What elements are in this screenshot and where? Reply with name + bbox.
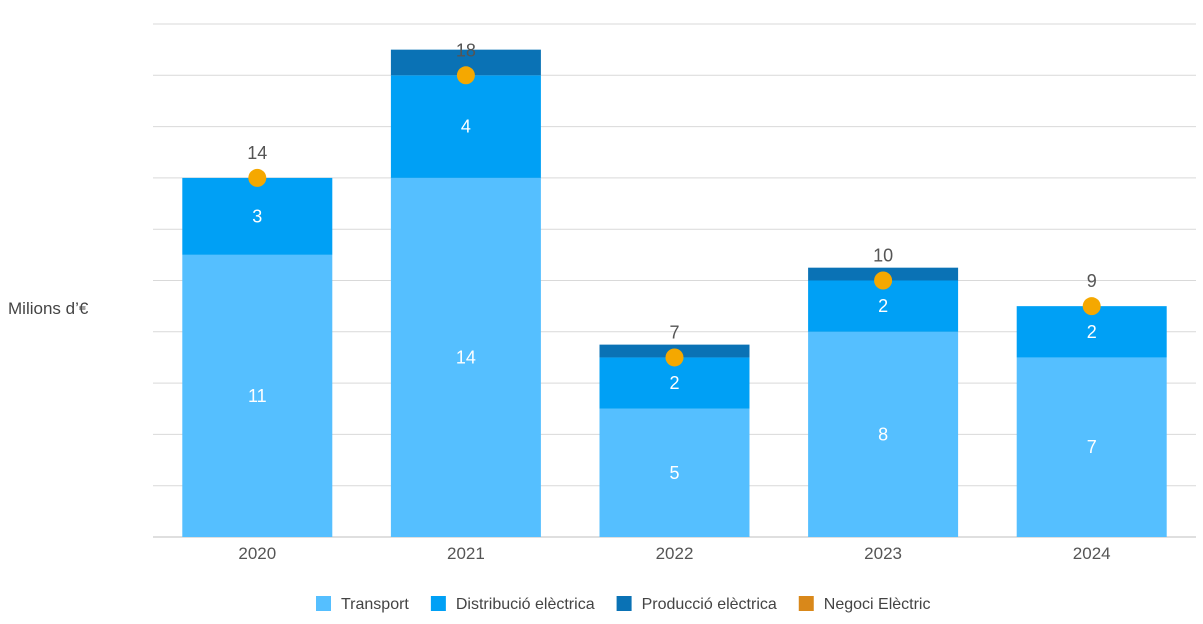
segment-value-label: 2 — [669, 373, 679, 393]
segment-value-label: 4 — [461, 117, 471, 137]
legend-item: Transport — [316, 596, 409, 613]
bar-segment — [390, 177, 541, 537]
segment-value-label: 3 — [252, 206, 262, 226]
y-axis-label: Milions d’€ — [8, 299, 89, 318]
total-value-label: 7 — [669, 322, 679, 342]
total-value-label: 18 — [456, 40, 476, 60]
x-axis: 2020 2021 2022 2023 2024 — [238, 544, 1110, 563]
x-tick-label: 2020 — [238, 544, 276, 563]
legend-swatch — [616, 596, 632, 611]
segment-labels: 11 3 14 4 5 2 8 2 7 2 — [248, 117, 1097, 483]
bar-segment — [182, 177, 333, 255]
segment-value-label: 2 — [1087, 322, 1097, 342]
total-marker — [1082, 297, 1101, 316]
bar-segment — [808, 331, 959, 537]
legend-item: Negoci Elèctric — [798, 596, 931, 613]
bar-segment — [1016, 357, 1167, 537]
legend-item: Distribució elèctrica — [430, 596, 595, 613]
legend-label: Transport — [341, 596, 409, 613]
legend-swatch — [430, 596, 446, 611]
total-value-label: 14 — [247, 143, 267, 163]
legend: Transport Distribució elèctrica Producció … — [316, 596, 930, 613]
segment-value-label: 11 — [248, 386, 267, 406]
x-tick-label: 2022 — [656, 544, 694, 563]
total-value-label: 9 — [1087, 271, 1097, 291]
legend-swatch — [316, 596, 331, 611]
x-tick-label: 2024 — [1073, 544, 1111, 563]
bar-segment — [390, 75, 541, 178]
total-marker — [248, 168, 267, 187]
segment-value-label: 8 — [878, 424, 888, 444]
legend-label: Producció elèctrica — [642, 596, 777, 613]
x-tick-label: 2023 — [864, 544, 902, 563]
legend-swatch — [798, 596, 814, 611]
total-markers: 14 18 7 10 9 — [247, 40, 1101, 367]
segment-value-label: 2 — [878, 296, 888, 316]
legend-label: Negoci Elèctric — [824, 596, 931, 613]
segment-value-label: 7 — [1087, 437, 1097, 457]
total-marker — [456, 66, 475, 85]
legend-label: Distribució elèctrica — [456, 596, 595, 613]
bar-segment — [182, 254, 333, 537]
legend-item: Producció elèctrica — [616, 596, 777, 613]
total-marker — [874, 271, 893, 290]
total-value-label: 10 — [873, 246, 893, 266]
bar-segment — [599, 408, 750, 537]
segment-value-label: 5 — [669, 463, 679, 483]
x-tick-label: 2021 — [447, 544, 485, 563]
total-marker — [665, 348, 684, 367]
segment-value-label: 14 — [456, 347, 476, 367]
